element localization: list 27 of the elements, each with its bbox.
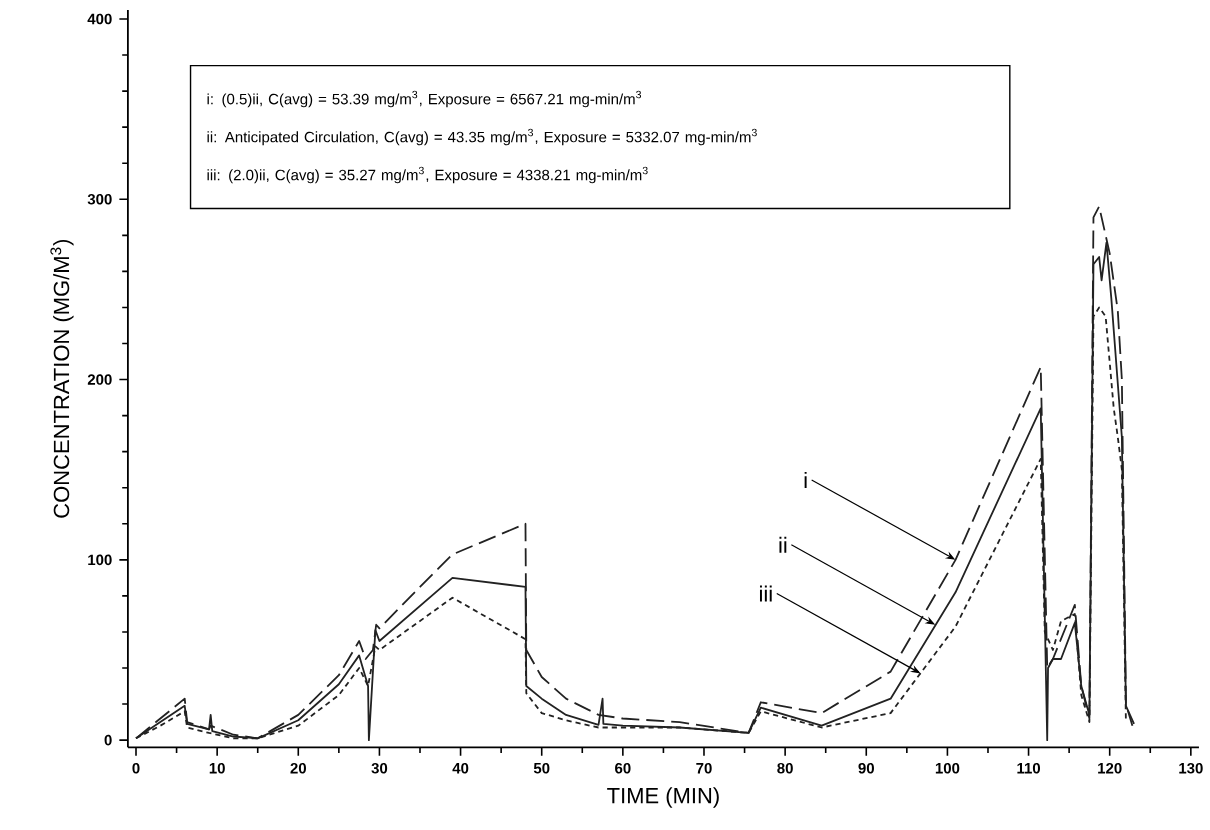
y-tick-label: 300 xyxy=(87,193,112,205)
x-tick-label: 40 xyxy=(452,762,469,774)
x-tick-label: 10 xyxy=(209,762,225,774)
x-tick-label: 100 xyxy=(935,762,960,774)
x-tick-label: 20 xyxy=(290,762,306,774)
x-tick-label: 30 xyxy=(371,762,388,774)
x-tick-label: 90 xyxy=(858,762,874,774)
annotation: i: (0.5)ii, C(avg) = 53.39 mg/m$^{3}$, Exposure = 6567.21 mg-min/m$^{3}$ xyxy=(207,90,642,108)
annotation: ii: Anticipated Circulation, C(avg) = 43.35 mg/m$^{3}$, Exposure = 5332.07 mg-min/m$^{3}$ xyxy=(207,128,757,146)
x-tick-label: 130 xyxy=(1179,762,1203,774)
y-tick-label: 400 xyxy=(87,13,112,25)
annotation: ii xyxy=(779,536,787,553)
annotation: iii xyxy=(759,585,772,602)
x-tick-label: 60 xyxy=(615,762,631,774)
y-tick-label: 100 xyxy=(88,554,112,566)
y-axis-title: CONCENTRATION (MG/M$^{3}$) xyxy=(50,239,74,518)
y-tick-label: 0 xyxy=(104,734,112,746)
x-tick-label: 70 xyxy=(696,762,712,774)
x-tick-label: 110 xyxy=(1017,762,1041,774)
x-tick-label: 50 xyxy=(533,762,550,774)
annotation: i xyxy=(804,471,807,488)
x-tick-label: 0 xyxy=(132,762,140,774)
x-tick-label: 120 xyxy=(1098,762,1122,774)
y-tick-label: 200 xyxy=(87,374,112,385)
annotation: iii: (2.0)ii, C(avg) = 35.27 mg/m$^{3}$, Exposure = 4338.21 mg-min/m$^{3}$ xyxy=(207,166,648,184)
x-axis-title: TIME (MIN) xyxy=(607,787,719,808)
x-tick-label: 80 xyxy=(777,762,793,774)
